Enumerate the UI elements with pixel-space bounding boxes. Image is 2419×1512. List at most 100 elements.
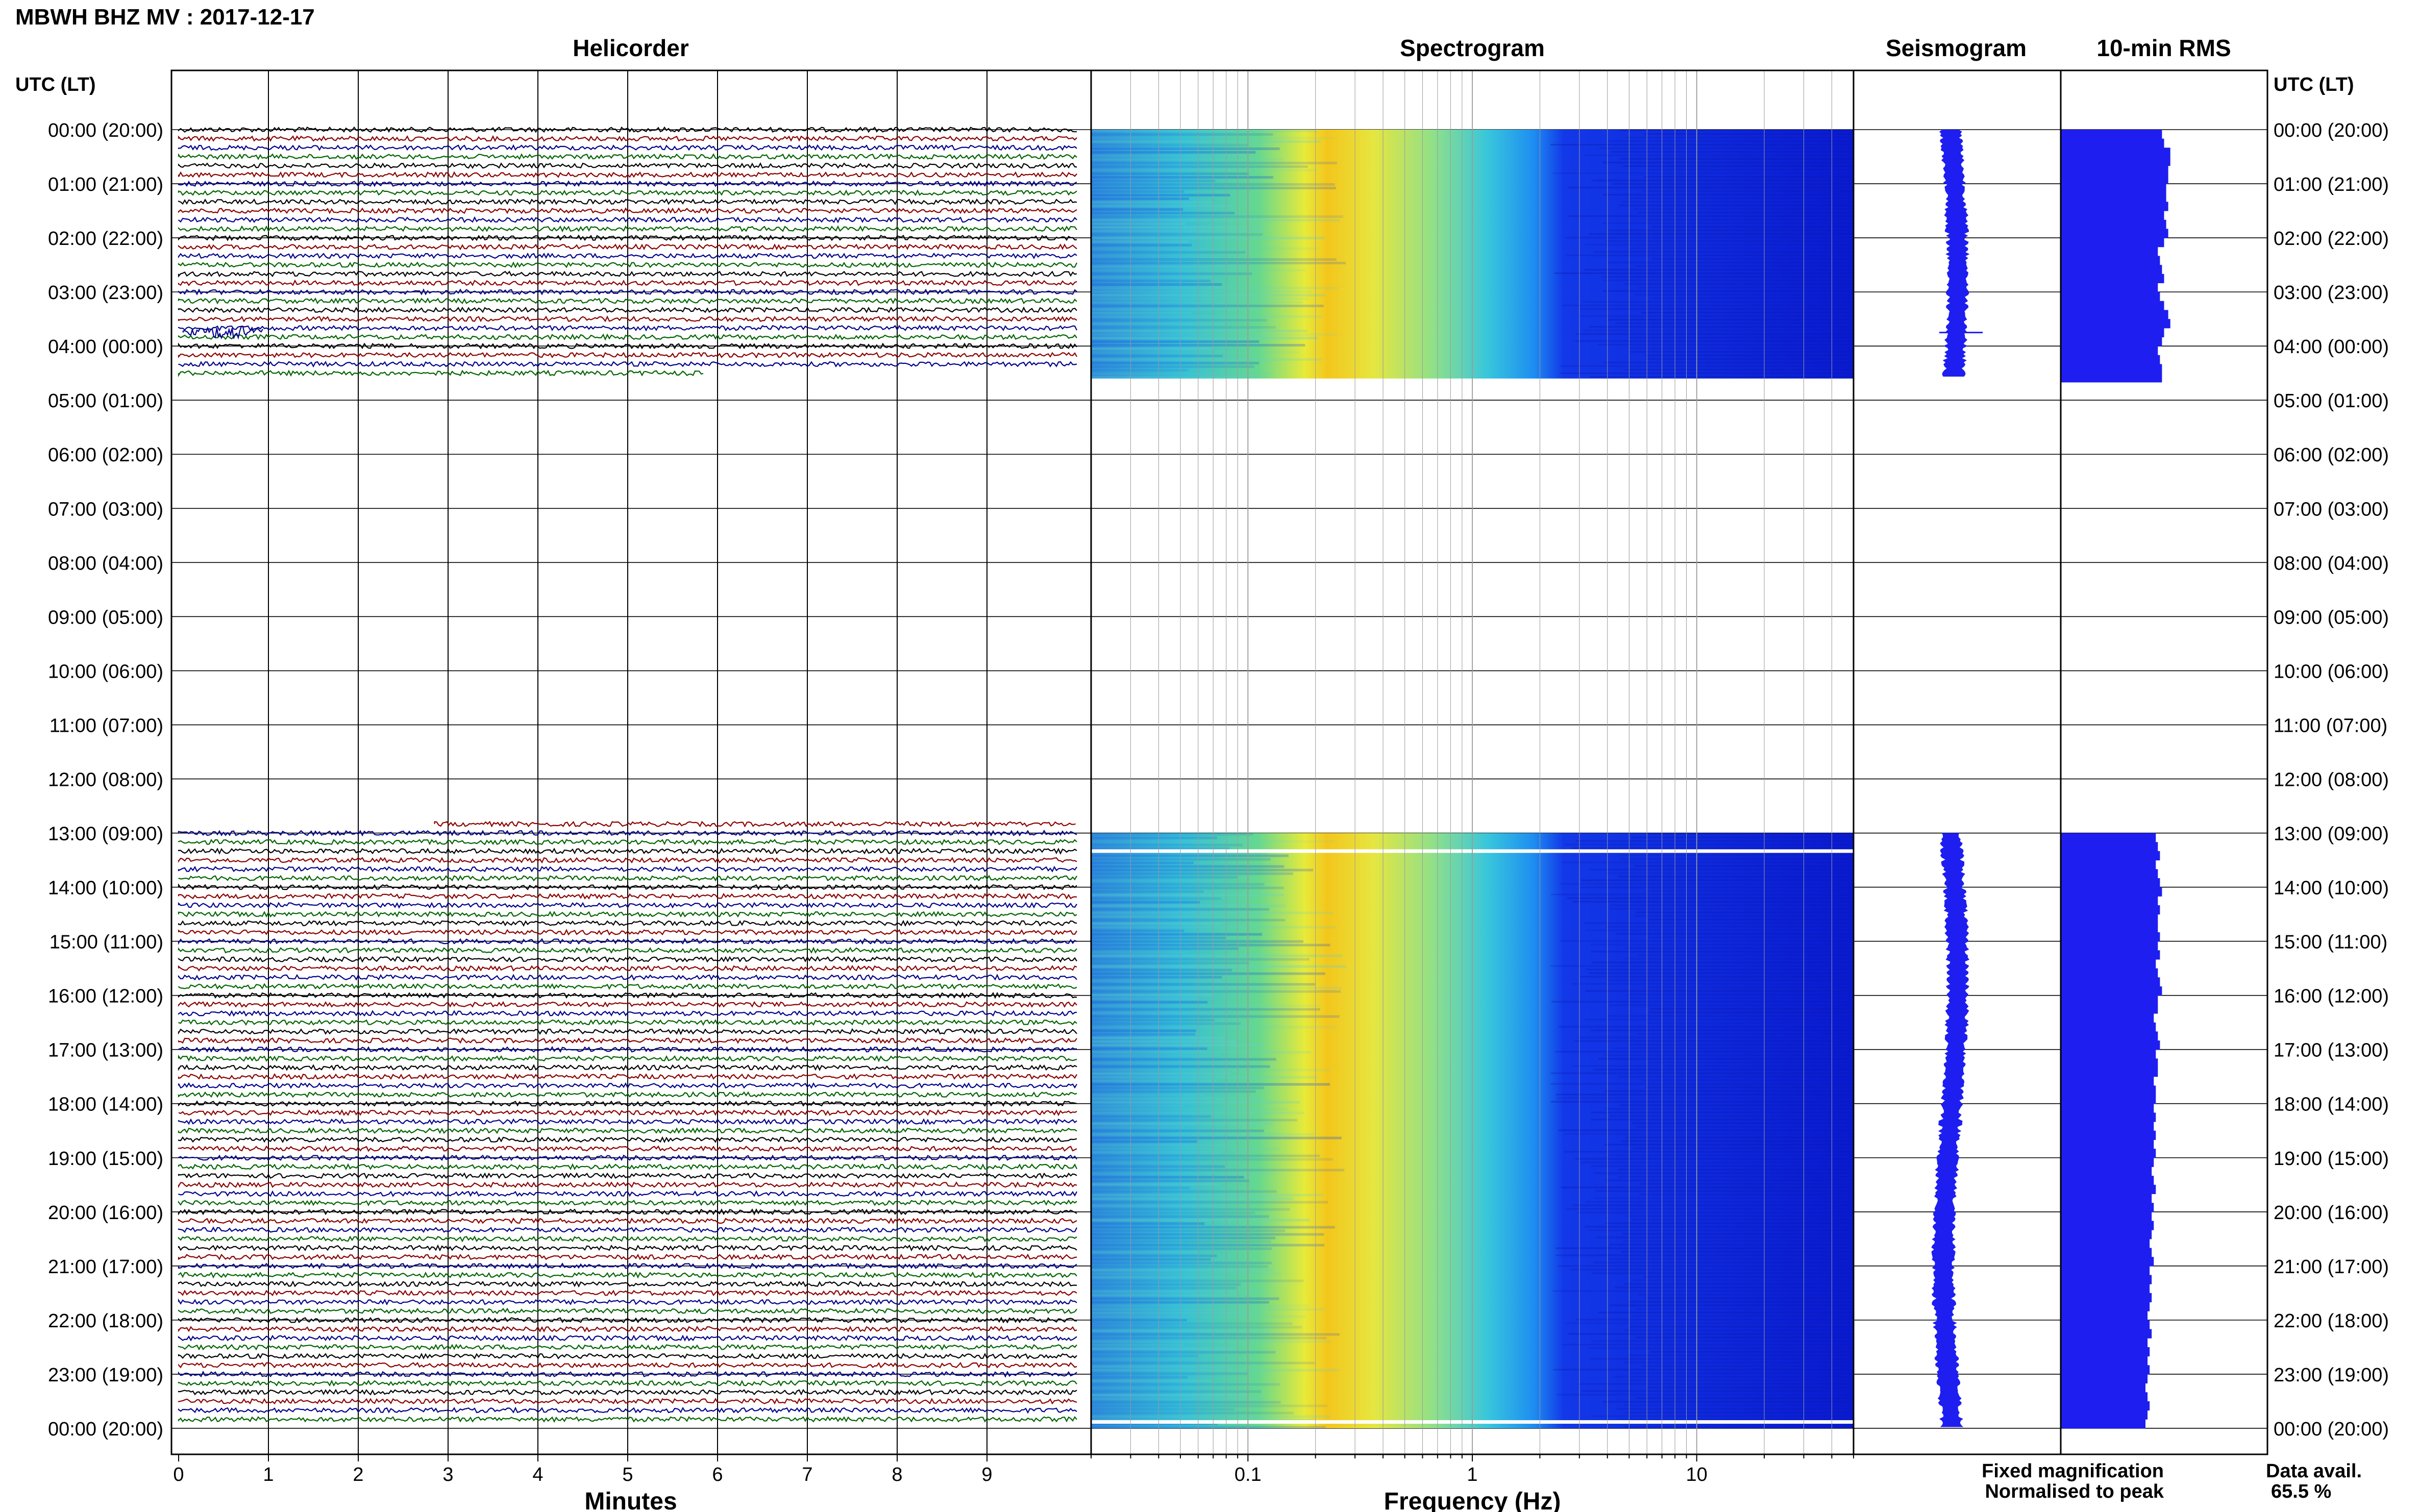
spectrogram-slice (1091, 1111, 1304, 1114)
spectrogram-title: Spectrogram (1400, 35, 1545, 61)
hour-label: 10:00 (06:00) (48, 661, 163, 682)
spectrogram-slice (1605, 1090, 1854, 1092)
spectrogram-slice (1584, 244, 1854, 245)
spectrogram-slice (1091, 1047, 1207, 1050)
helicorder-trace-line (178, 1064, 1077, 1072)
spectrogram-slice (1091, 890, 1203, 893)
spectrogram-slice (1091, 269, 1306, 271)
spectrogram-slice (1554, 272, 1854, 274)
spectrogram-slice (1091, 1319, 1187, 1322)
rms-bar (2061, 1076, 2154, 1086)
rms-bar (2061, 1230, 2152, 1240)
spectrogram-slice (1091, 1083, 1330, 1086)
spectrogram-slice (1558, 1265, 1854, 1267)
helicorder-trace-line (178, 1109, 1077, 1117)
spectrogram-slice (1091, 1036, 1226, 1039)
hour-label: 06:00 (02:00) (2274, 444, 2389, 466)
rms-bar (2061, 355, 2160, 365)
hour-label: 15:00 (11:00) (50, 932, 163, 953)
spectrogram-slice (1633, 1147, 1854, 1149)
helicorder-trace-line (178, 1199, 1077, 1206)
spectrogram-slice (1581, 879, 1854, 881)
spectrogram-slice (1091, 1336, 1327, 1340)
spectrogram-slice (1091, 298, 1308, 300)
spectrogram-slice (1091, 197, 1189, 200)
spectrogram-slice (1550, 144, 1854, 145)
spectrogram-slice (1575, 333, 1854, 335)
helicorder-trace-line (178, 856, 1077, 864)
spectrogram-slice (1091, 305, 1324, 307)
rms-bar (2061, 1211, 2152, 1221)
spectrogram-slice (1091, 958, 1310, 961)
spectrogram-slice (1091, 333, 1338, 336)
spectrogram-slice (1608, 319, 1854, 320)
spectrogram-slice (1628, 1301, 1854, 1303)
helicorder-trace-line (178, 829, 1077, 837)
minute-tick-label: 2 (353, 1464, 363, 1485)
helicorder-trace-line (178, 261, 1077, 268)
hour-label: 10:00 (06:00) (2274, 661, 2389, 682)
minute-tick-label: 1 (263, 1464, 274, 1485)
helicorder-trace-line (178, 1344, 1077, 1351)
hour-label: 12:00 (08:00) (48, 769, 163, 790)
spectrogram-slice (1625, 958, 1854, 960)
spectrogram-slice (1625, 1329, 1854, 1331)
spectrogram-slice (1630, 337, 1854, 338)
spectrogram-slice (1091, 169, 1317, 171)
spectrogram-slice (1091, 1094, 1203, 1097)
hour-label: 13:00 (09:00) (2274, 824, 2389, 845)
rms-bar (2061, 147, 2170, 157)
spectrogram-slice (1579, 315, 1854, 317)
helicorder-trace-line (178, 225, 1077, 233)
spectrogram-slice (1591, 1119, 1854, 1121)
hour-label: 22:00 (18:00) (2274, 1310, 2389, 1332)
spectrogram-slice (1632, 1315, 1854, 1317)
helicorder-trace-line (178, 1010, 1077, 1017)
helicorder-trace-line (178, 325, 1077, 332)
spectrogram-slice (1575, 840, 1854, 842)
rms-bar (2061, 211, 2164, 220)
spectrogram-slice (1091, 1244, 1324, 1247)
helicorder-title: Helicorder (573, 35, 689, 61)
spectrogram-slice (1615, 323, 1854, 324)
spectrogram-slice (1638, 212, 1854, 213)
rms-bar (2061, 1176, 2154, 1185)
spectrogram-slice (1091, 1144, 1235, 1147)
helicorder-trace-line (178, 162, 1077, 169)
helicorder-trace-line (178, 1046, 1077, 1053)
spectrogram-slice (1091, 1351, 1276, 1354)
spectrogram-slice (1091, 986, 1342, 989)
spectrogram-slice (1091, 1004, 1320, 1007)
rms-bar (2061, 1203, 2154, 1212)
rms-bar (2061, 1149, 2156, 1158)
spectrogram-slice (1091, 337, 1319, 339)
spectrogram-slice (1091, 1119, 1297, 1122)
hour-label: 12:00 (08:00) (2274, 769, 2389, 790)
spectrogram-slice (1648, 936, 1854, 938)
helicorder-trace-line (178, 992, 1077, 999)
spectrogram-slice (1603, 362, 1854, 363)
hour-label: 23:00 (19:00) (2274, 1365, 2389, 1386)
hour-label: 18:00 (14:00) (2274, 1094, 2389, 1116)
spectrogram-slice (1091, 330, 1307, 332)
spectrogram-slice (1091, 230, 1264, 232)
spectrogram-slice (1642, 190, 1854, 192)
spectrogram-slice (1644, 1297, 1854, 1299)
spectrogram-slice (1625, 1411, 1854, 1414)
spectrogram-slice (1591, 951, 1854, 953)
spectrogram-slice (1091, 1329, 1269, 1332)
spectrogram-slice (1091, 215, 1344, 218)
rms-bar (2061, 238, 2164, 247)
spectrogram-slice (1091, 1401, 1281, 1404)
spectrogram-slice (1620, 158, 1854, 160)
spectrogram-slice (1561, 373, 1854, 374)
spectrogram-slice (1091, 373, 1273, 375)
rms-bar (2061, 1275, 2152, 1284)
spectrogram-slice (1561, 1186, 1854, 1188)
spectrogram-slice (1593, 1069, 1854, 1071)
rms-bar (2061, 986, 2162, 996)
spectrogram-slice (1091, 858, 1271, 861)
hour-label: 17:00 (13:00) (48, 1040, 163, 1061)
spectrogram-slice (1091, 1201, 1328, 1204)
rms-bar (2061, 364, 2162, 374)
